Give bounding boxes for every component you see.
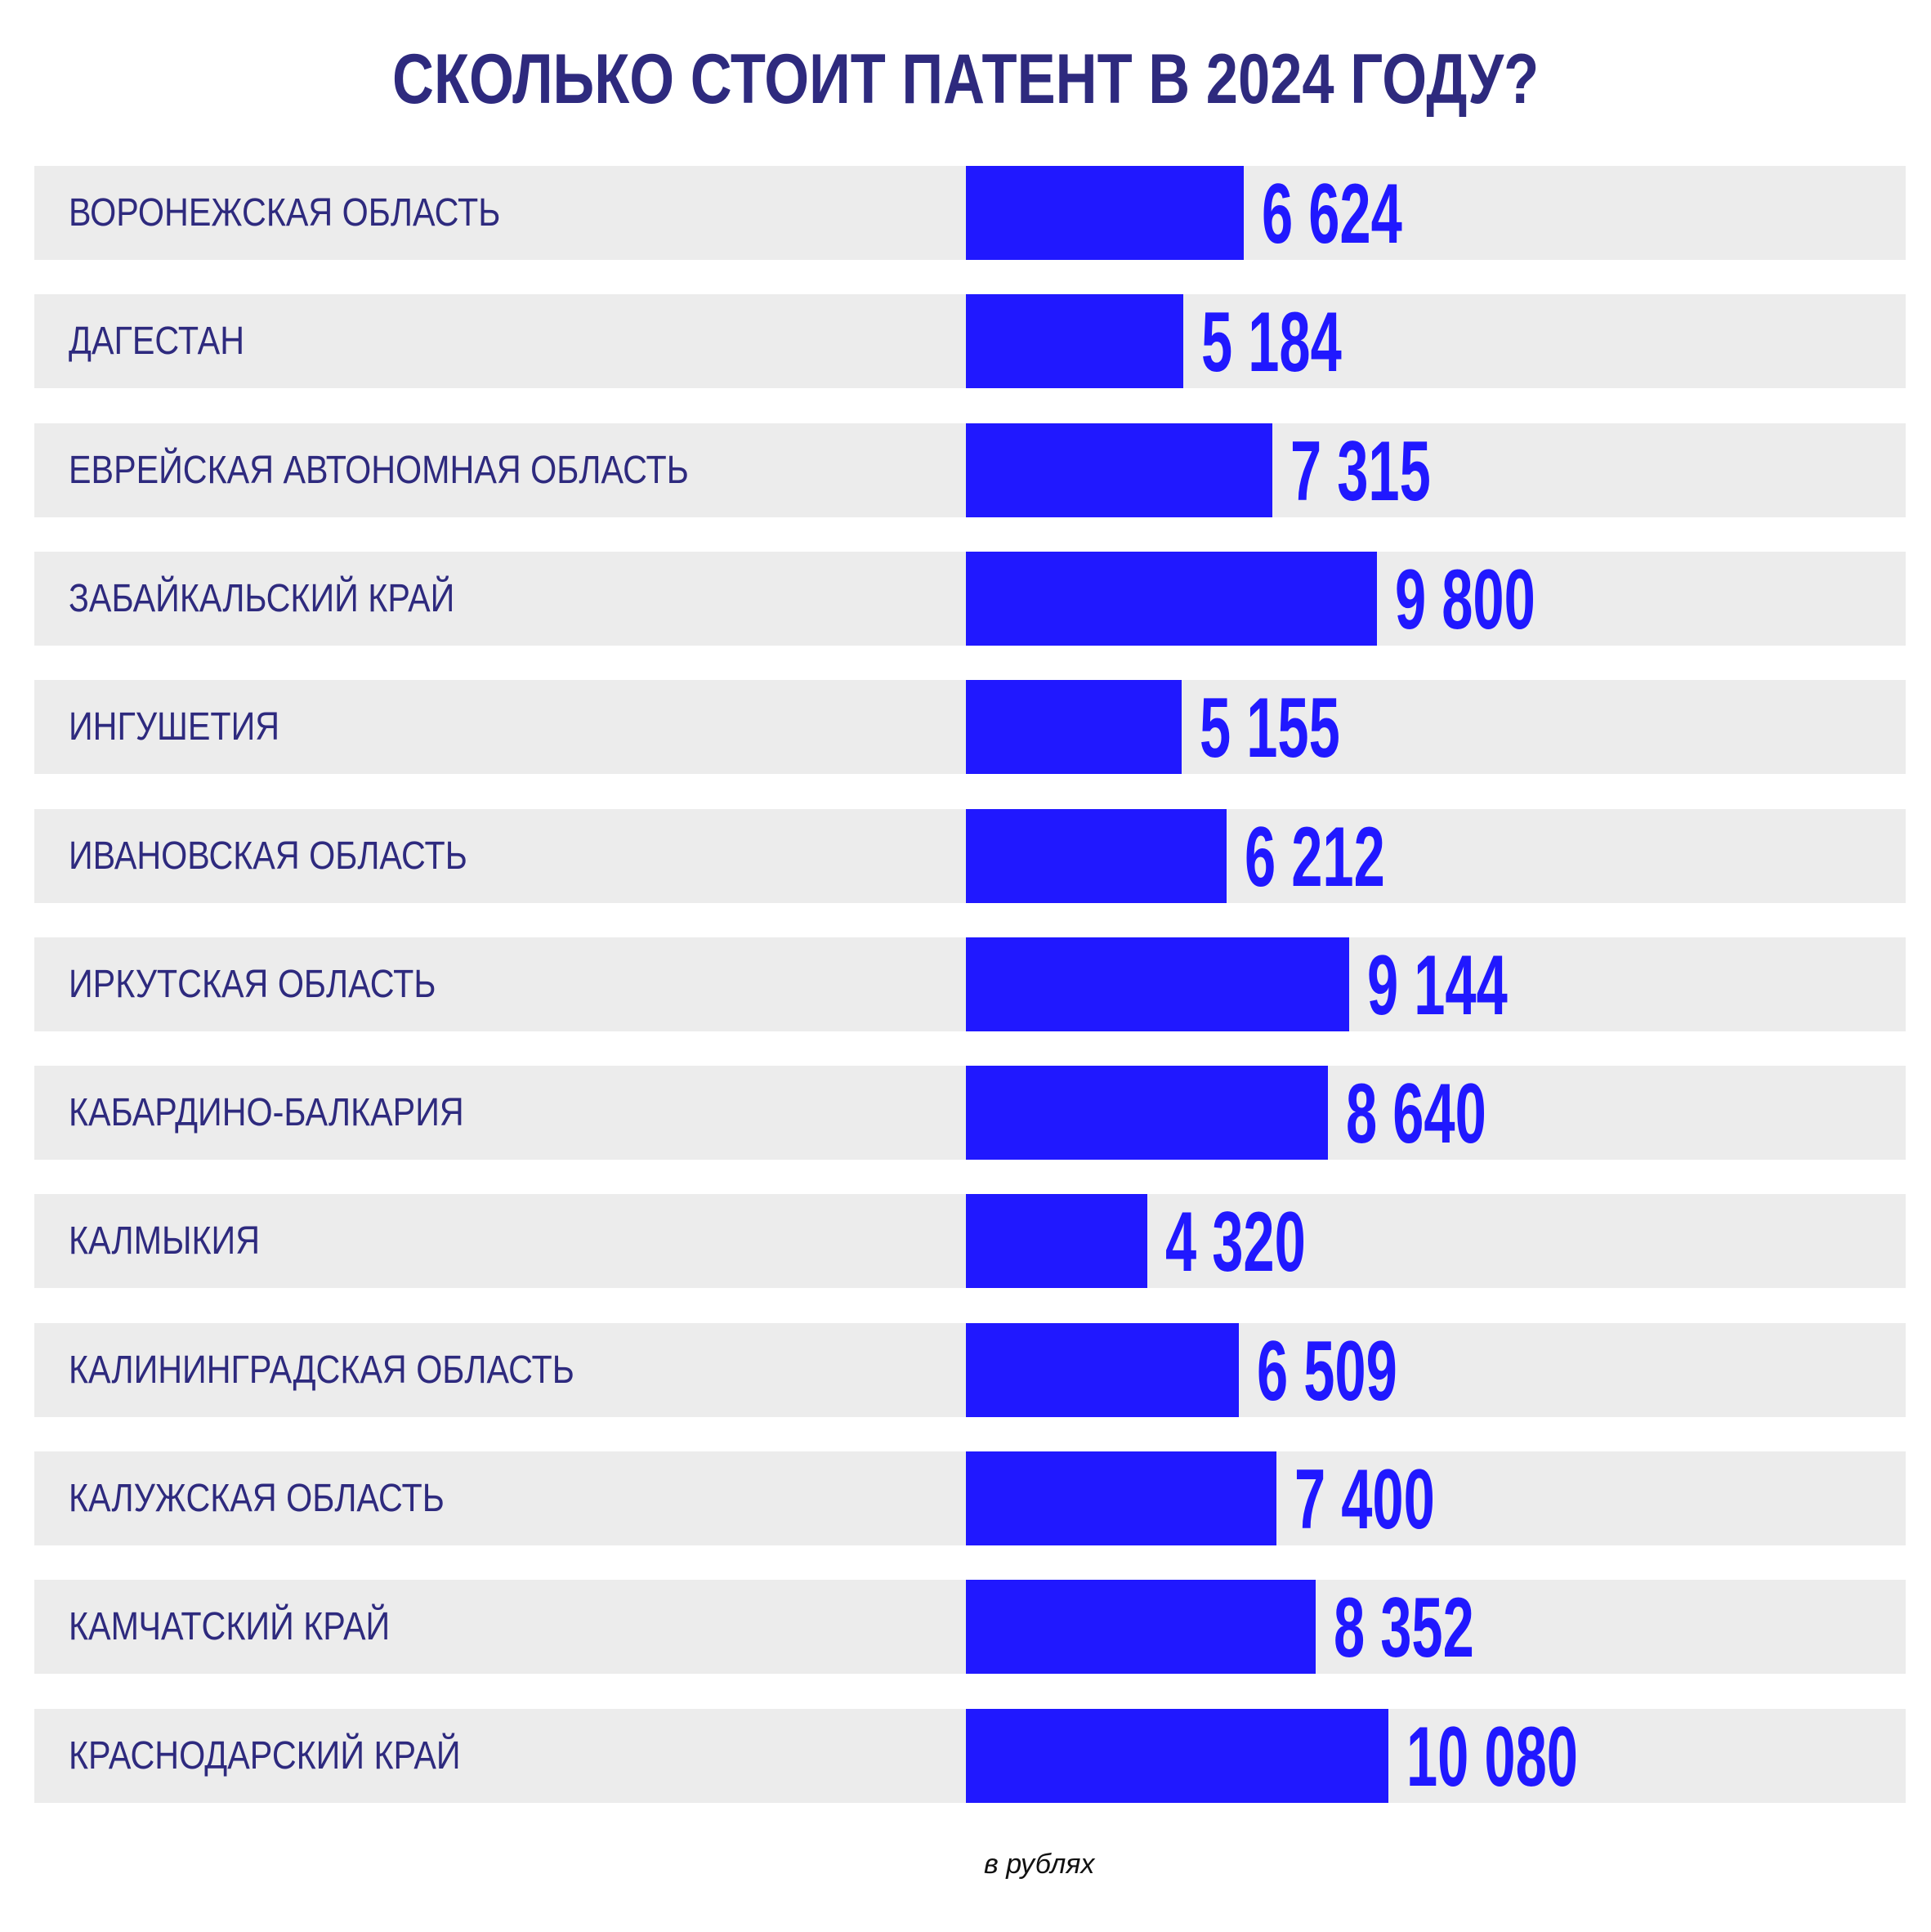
value-label: 7 400 (1294, 1452, 1435, 1547)
bar (966, 1322, 1239, 1417)
bar-row: ИРКУТСКАЯ ОБЛАСТЬ 9 144 (34, 937, 1906, 1033)
category-label: ИВАНОВСКАЯ ОБЛАСТЬ (69, 834, 467, 878)
value-label: 9 800 (1394, 552, 1535, 647)
value-label: 5 184 (1200, 295, 1342, 391)
bar (966, 294, 1183, 389)
bar (966, 1708, 1389, 1803)
category-label: КАЛМЫКИЯ (69, 1219, 261, 1263)
category-label: ИРКУТСКАЯ ОБЛАСТЬ (69, 962, 436, 1006)
category-label: ЗАБАЙКАЛЬСКИЙ КРАЙ (69, 576, 455, 620)
value-label: 7 315 (1290, 423, 1432, 519)
category-label: КРАСНОДАРСКИЙ КРАЙ (69, 1733, 461, 1778)
unit-note: в рублях (984, 1849, 1095, 1880)
bar (966, 551, 1377, 646)
category-label: ИНГУШЕТИЯ (69, 705, 280, 749)
bar (966, 808, 1227, 903)
bar-row: ЗАБАЙКАЛЬСКИЙ КРАЙ 9 800 (34, 551, 1906, 647)
category-label: КАБАРДИНО-БАЛКАРИЯ (69, 1091, 464, 1135)
bar-row: ДАГЕСТАН 5 184 (34, 294, 1906, 391)
bar (966, 1194, 1147, 1289)
chart-title: СКОЛЬКО СТОИТ ПАТЕНТ В 2024 ГОДУ? (391, 40, 1540, 119)
bar (966, 423, 1273, 517)
bar (966, 680, 1182, 775)
category-label: ЕВРЕЙСКАЯ АВТОНОМНАЯ ОБЛАСТЬ (69, 448, 689, 492)
category-label: КАЛУЖСКАЯ ОБЛАСТЬ (69, 1477, 445, 1520)
bar-row: КАБАРДИНО-БАЛКАРИЯ 8 640 (34, 1066, 1906, 1162)
bar-row: ИВАНОВСКАЯ ОБЛАСТЬ 6 212 (34, 808, 1906, 905)
bar-row: КАМЧАТСКИЙ КРАЙ 8 352 (34, 1580, 1906, 1676)
value-label: 10 080 (1406, 1709, 1579, 1805)
value-label: 6 624 (1261, 167, 1402, 262)
value-label: 5 155 (1200, 681, 1341, 776)
bar-row: ИНГУШЕТИЯ 5 155 (34, 680, 1906, 776)
bar (966, 1066, 1329, 1161)
bar-row: КАЛИНИНГРАДСКАЯ ОБЛАСТЬ 6 509 (34, 1322, 1906, 1419)
value-label: 8 640 (1346, 1067, 1486, 1162)
bar-row: КАЛМЫКИЯ 4 320 (34, 1194, 1906, 1290)
category-label: ВОРОНЕЖСКАЯ ОБЛАСТЬ (69, 191, 501, 235)
bar-row: КАЛУЖСКАЯ ОБЛАСТЬ 7 400 (34, 1451, 1906, 1547)
value-label: 9 144 (1367, 937, 1508, 1033)
value-label: 6 212 (1244, 809, 1385, 905)
value-label: 6 509 (1256, 1323, 1397, 1419)
bar-row: ЕВРЕЙСКАЯ АВТОНОМНАЯ ОБЛАСТЬ 7 315 (34, 423, 1906, 519)
value-label: 8 352 (1334, 1581, 1475, 1676)
category-label: ДАГЕСТАН (69, 320, 245, 364)
bar (966, 1580, 1316, 1675)
bar-row: КРАСНОДАРСКИЙ КРАЙ 10 080 (34, 1708, 1906, 1805)
value-label: 4 320 (1164, 1195, 1306, 1290)
bar (966, 1451, 1276, 1545)
bar (966, 166, 1244, 260)
category-label: КАЛИНИНГРАДСКАЯ ОБЛАСТЬ (69, 1348, 574, 1392)
bar (966, 937, 1350, 1031)
category-label: КАМЧАТСКИЙ КРАЙ (69, 1605, 391, 1649)
bar-row: ВОРОНЕЖСКАЯ ОБЛАСТЬ 6 624 (34, 166, 1906, 262)
